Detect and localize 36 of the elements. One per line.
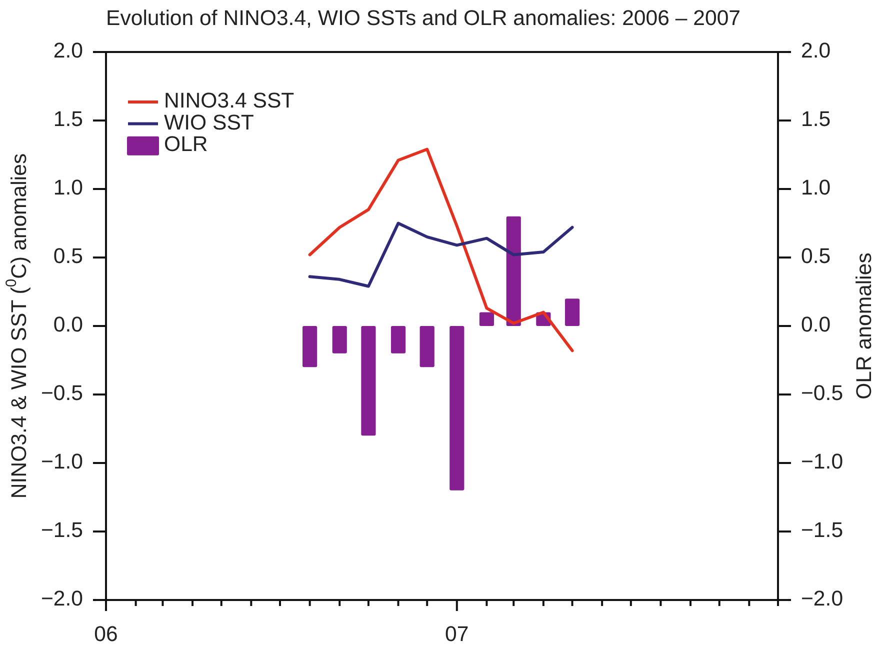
- y2-tick-label: −2.0: [801, 586, 844, 611]
- y-tick-label: 1.5: [53, 107, 83, 132]
- y2-tick-label: 1.0: [801, 176, 831, 200]
- bar: [479, 312, 494, 326]
- y2-tick-label: 0.5: [801, 244, 831, 268]
- line-series: [308, 222, 574, 288]
- x-tick-label: 06: [94, 622, 118, 645]
- y-tick-label: 2.0: [53, 38, 84, 63]
- y-tick-label: 1.0: [53, 176, 84, 200]
- x-tick-label: 07: [445, 622, 469, 645]
- y-tick-label: 0.0: [53, 312, 84, 337]
- y2-axis-title: OLR anomalies: [852, 252, 876, 400]
- y-tick-label: 0.5: [53, 244, 83, 268]
- y-tick-label: −0.5: [40, 381, 83, 406]
- line-series: [308, 148, 574, 352]
- y-tick-label: −2.0: [40, 586, 84, 611]
- y-tick-label: −1.5: [40, 518, 83, 542]
- y2-tick-label: −1.0: [801, 450, 844, 474]
- bar: [302, 326, 318, 368]
- bar: [420, 326, 434, 368]
- chart-title: Evolution of NINO3.4, WIO SSTs and OLR anomalies: 2006 – 2007: [106, 6, 741, 30]
- y-tick-label: −1.0: [40, 450, 84, 474]
- bar: [564, 298, 580, 326]
- legend-label: OLR: [164, 132, 208, 156]
- bar: [390, 326, 406, 354]
- y2-tick-label: 2.0: [801, 38, 831, 63]
- y2-tick-label: 0.0: [801, 312, 831, 337]
- bar: [506, 216, 521, 326]
- bar: [332, 326, 347, 354]
- y2-tick-label: 1.5: [801, 107, 831, 132]
- bar: [361, 326, 376, 436]
- legend-label: WIO SST: [164, 110, 254, 134]
- legend-label: NINO3.4 SST: [164, 88, 294, 113]
- y2-tick-label: −1.5: [801, 518, 844, 542]
- bar: [450, 326, 464, 490]
- y2-tick-label: −0.5: [801, 381, 844, 406]
